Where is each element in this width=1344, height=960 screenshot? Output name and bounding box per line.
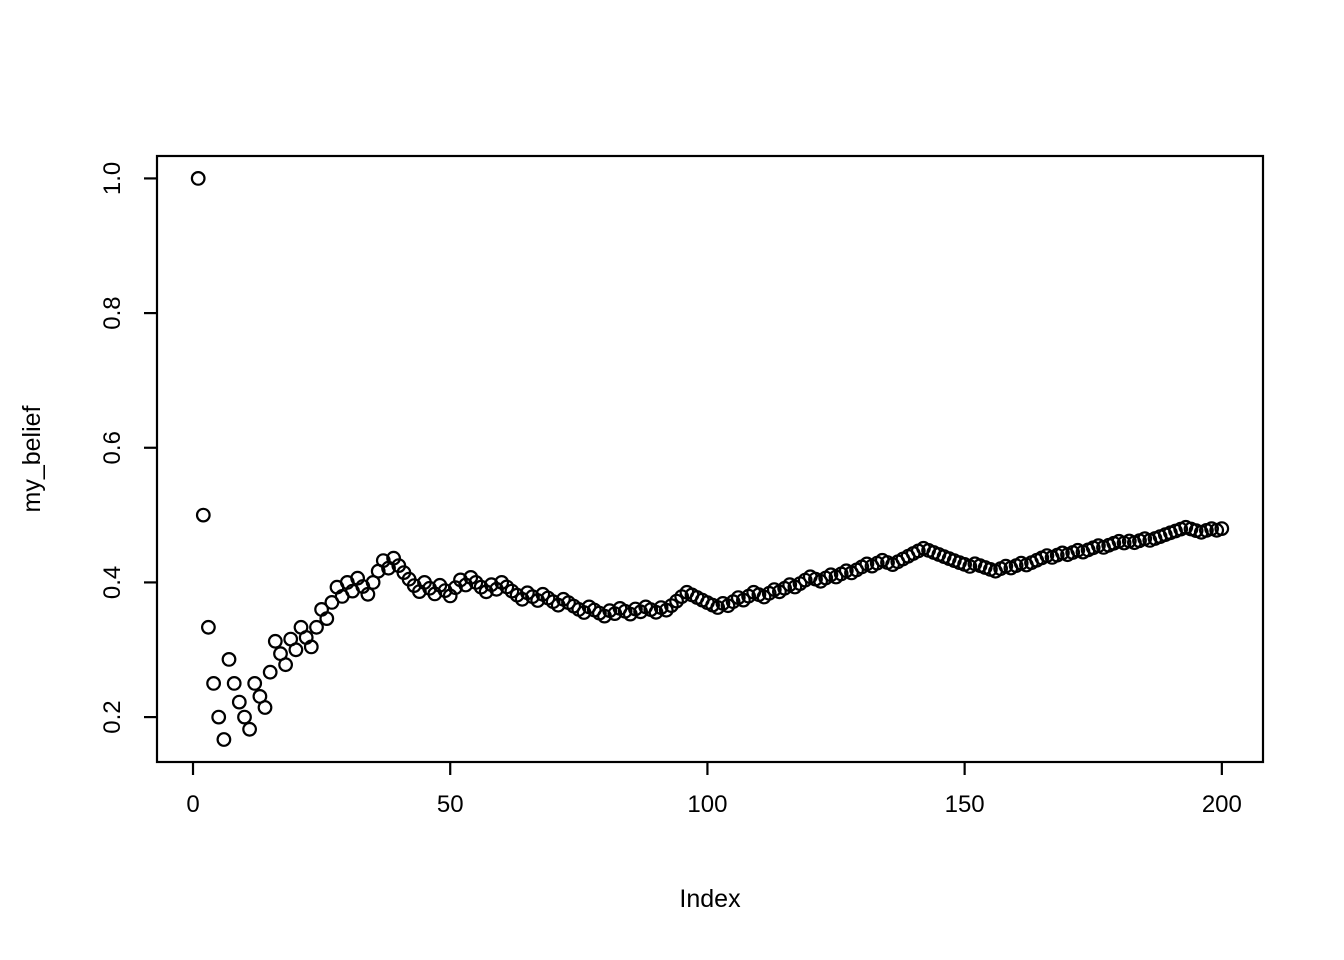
y-tick-label: 0.2: [99, 700, 126, 733]
data-point: [216, 732, 232, 747]
data-point: [195, 507, 211, 523]
x-axis-tick-labels: 0 50 100 150 200: [186, 791, 1242, 818]
x-tick-label: 0: [186, 791, 199, 818]
y-tick-label: 0.6: [99, 431, 126, 464]
data-point: [190, 170, 206, 186]
y-axis-ticks: [144, 177, 157, 719]
data-point: [226, 676, 242, 691]
data-point: [262, 664, 278, 680]
plot-box: [155, 154, 1265, 764]
data-point: [211, 709, 227, 725]
x-tick-label: 150: [945, 791, 985, 818]
data-point: [206, 676, 222, 691]
data-point: [360, 586, 376, 602]
x-axis-title: Index: [679, 885, 741, 913]
x-tick-label: 100: [687, 791, 727, 818]
y-axis-title: my_belief: [18, 405, 46, 512]
data-point: [278, 657, 294, 673]
y-tick-label: 1.0: [99, 162, 126, 195]
data-point: [247, 676, 263, 691]
y-axis-tick-labels: 0.2 0.4 0.6 0.8 1.0: [99, 162, 126, 734]
data-point: [257, 700, 273, 715]
data-point: [267, 633, 283, 649]
data-point: [1214, 521, 1230, 536]
data-point: [231, 694, 247, 710]
data-point: [288, 642, 304, 658]
y-tick-label: 0.4: [99, 566, 126, 599]
data-point: [221, 652, 237, 667]
data-points: [190, 170, 1230, 747]
data-point: [309, 619, 324, 635]
x-axis-ticks: [191, 762, 1223, 775]
x-tick-label: 50: [437, 791, 464, 818]
data-point: [303, 639, 319, 655]
data-point: [237, 709, 252, 725]
data-point: [200, 619, 216, 635]
data-point: [319, 611, 335, 626]
data-point: [242, 721, 258, 737]
x-tick-label: 200: [1202, 791, 1242, 818]
y-tick-label: 0.8: [99, 296, 126, 329]
